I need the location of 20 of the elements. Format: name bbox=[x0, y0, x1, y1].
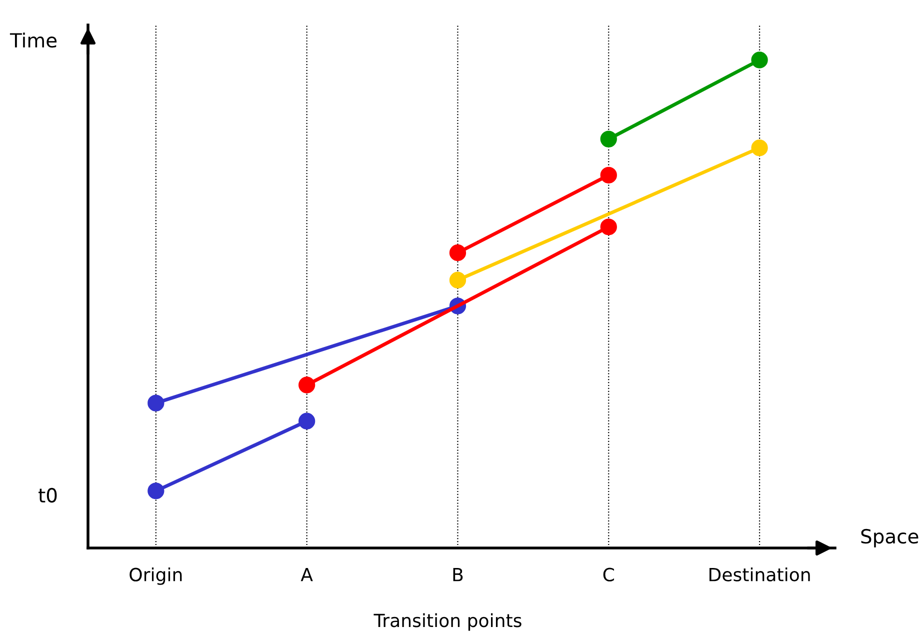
point bbox=[148, 394, 164, 412]
point bbox=[600, 166, 617, 184]
x-tick-label: Origin bbox=[130, 567, 182, 585]
point bbox=[449, 272, 466, 288]
point bbox=[751, 140, 768, 156]
point bbox=[148, 482, 164, 500]
x-tick-label: A bbox=[300, 568, 313, 582]
text: Transition points bbox=[374, 613, 522, 631]
text: t0 bbox=[38, 488, 57, 503]
y-axis-title: Time bbox=[10, 32, 57, 48]
point bbox=[600, 130, 617, 148]
point bbox=[600, 218, 617, 236]
x-tick-label: B bbox=[453, 568, 463, 582]
point bbox=[298, 376, 316, 394]
point bbox=[751, 52, 768, 68]
point bbox=[298, 412, 316, 430]
x-axis-title: Space bbox=[861, 528, 918, 548]
x-tick-label: C bbox=[603, 568, 614, 582]
point bbox=[449, 244, 466, 262]
x-tick-label: Destination bbox=[710, 567, 810, 582]
